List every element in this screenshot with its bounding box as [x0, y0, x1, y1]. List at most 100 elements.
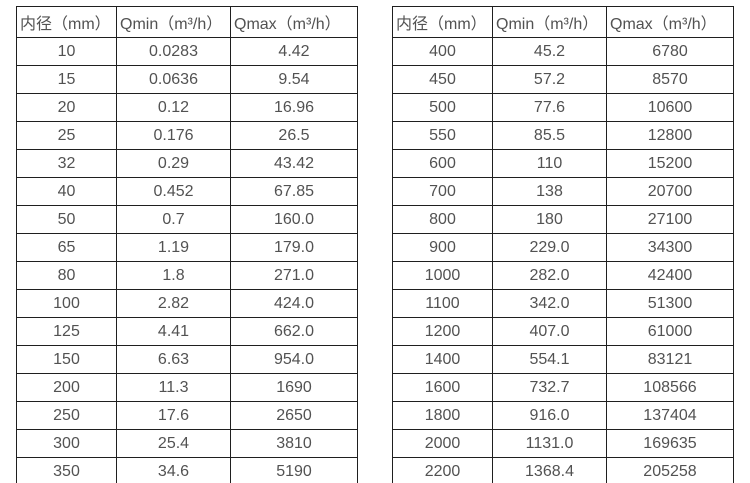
table-cell: 200 — [16, 373, 117, 402]
column-header: 内径（mm） — [16, 6, 117, 38]
table-row: 80 1.8 271.0 — [16, 261, 358, 290]
table-cell: 2.82 — [116, 289, 231, 318]
table-cell: 250 — [16, 401, 117, 430]
table-cell: 17.6 — [116, 401, 231, 430]
table-cell: 2650 — [230, 401, 358, 430]
table-cell: 108566 — [606, 373, 734, 402]
table-cell: 77.6 — [492, 93, 607, 122]
table-cell: 554.1 — [492, 345, 607, 374]
header-row: 内径（mm） Qmin（m³/h） Qmax（m³/h） — [16, 6, 358, 38]
table-row: 32 0.29 43.42 — [16, 149, 358, 178]
table-cell: 500 — [392, 93, 493, 122]
table-row: 100 2.82 424.0 — [16, 289, 358, 318]
table-cell: 1368.4 — [492, 457, 607, 483]
table-cell: 400 — [392, 37, 493, 66]
table-row: 65 1.19 179.0 — [16, 233, 358, 262]
table-cell: 25.4 — [116, 429, 231, 458]
table-row: 400 45.2 6780 — [392, 37, 734, 66]
table-row: 10 0.0283 4.42 — [16, 37, 358, 66]
table-cell: 271.0 — [230, 261, 358, 290]
table-cell: 700 — [392, 177, 493, 206]
table-cell: 15200 — [606, 149, 734, 178]
table-row: 1200 407.0 61000 — [392, 317, 734, 346]
table-cell: 407.0 — [492, 317, 607, 346]
table-row: 15 0.0636 9.54 — [16, 65, 358, 94]
table-cell: 57.2 — [492, 65, 607, 94]
table-cell: 80 — [16, 261, 117, 290]
table-cell: 51300 — [606, 289, 734, 318]
table-cell: 2200 — [392, 457, 493, 483]
table-cell: 1600 — [392, 373, 493, 402]
table-row: 500 77.6 10600 — [392, 93, 734, 122]
table-cell: 205258 — [606, 457, 734, 483]
table-cell: 1.19 — [116, 233, 231, 262]
table-cell: 45.2 — [492, 37, 607, 66]
table-cell: 42400 — [606, 261, 734, 290]
table-row: 200 11.3 1690 — [16, 373, 358, 402]
table-cell: 900 — [392, 233, 493, 262]
table-cell: 1400 — [392, 345, 493, 374]
table-cell: 10 — [16, 37, 117, 66]
table-row: 1600 732.7 108566 — [392, 373, 734, 402]
table-cell: 229.0 — [492, 233, 607, 262]
table-cell: 424.0 — [230, 289, 358, 318]
table-cell: 50 — [16, 205, 117, 234]
table-cell: 169635 — [606, 429, 734, 458]
column-header: Qmin（m³/h） — [116, 6, 231, 38]
table-row: 250 17.6 2650 — [16, 401, 358, 430]
table-row: 700 138 20700 — [392, 177, 734, 206]
column-header: Qmin（m³/h） — [492, 6, 607, 38]
table-cell: 100 — [16, 289, 117, 318]
header-row: 内径（mm） Qmin（m³/h） Qmax（m³/h） — [392, 6, 734, 38]
table-cell: 10600 — [606, 93, 734, 122]
table-cell: 4.41 — [116, 317, 231, 346]
table-cell: 282.0 — [492, 261, 607, 290]
column-header: Qmax（m³/h） — [230, 6, 358, 38]
table-row: 350 34.6 5190 — [16, 457, 358, 483]
table-cell: 179.0 — [230, 233, 358, 262]
table-cell: 67.85 — [230, 177, 358, 206]
table-cell: 450 — [392, 65, 493, 94]
table-cell: 160.0 — [230, 205, 358, 234]
table-row: 2000 1131.0 169635 — [392, 429, 734, 458]
table-cell: 550 — [392, 121, 493, 150]
table-row: 800 180 27100 — [392, 205, 734, 234]
table-cell: 85.5 — [492, 121, 607, 150]
table-row: 2200 1368.4 205258 — [392, 457, 734, 483]
table-cell: 0.0636 — [116, 65, 231, 94]
column-header: 内径（mm） — [392, 6, 493, 38]
table-cell: 350 — [16, 457, 117, 483]
table-cell: 916.0 — [492, 401, 607, 430]
table-cell: 0.12 — [116, 93, 231, 122]
table-cell: 2000 — [392, 429, 493, 458]
table-row: 20 0.12 16.96 — [16, 93, 358, 122]
table-cell: 15 — [16, 65, 117, 94]
table-row: 900 229.0 34300 — [392, 233, 734, 262]
table-cell: 11.3 — [116, 373, 231, 402]
table-row: 550 85.5 12800 — [392, 121, 734, 150]
table-cell: 34300 — [606, 233, 734, 262]
table-cell: 1.8 — [116, 261, 231, 290]
table-cell: 40 — [16, 177, 117, 206]
flow-spec-table-small-diameters: 内径（mm） Qmin（m³/h） Qmax（m³/h） 10 0.0283 4.42 1… — [16, 6, 358, 483]
table-cell: 1800 — [392, 401, 493, 430]
table-cell: 800 — [392, 205, 493, 234]
table-cell: 34.6 — [116, 457, 231, 483]
table-row: 1800 916.0 137404 — [392, 401, 734, 430]
table-row: 1400 554.1 83121 — [392, 345, 734, 374]
table-cell: 27100 — [606, 205, 734, 234]
column-header: Qmax（m³/h） — [606, 6, 734, 38]
table-cell: 1200 — [392, 317, 493, 346]
table-cell: 5190 — [230, 457, 358, 483]
table-cell: 662.0 — [230, 317, 358, 346]
table-row: 150 6.63 954.0 — [16, 345, 358, 374]
table-cell: 1690 — [230, 373, 358, 402]
table-cell: 0.0283 — [116, 37, 231, 66]
table-cell: 125 — [16, 317, 117, 346]
table-cell: 32 — [16, 149, 117, 178]
table-cell: 65 — [16, 233, 117, 262]
table-cell: 110 — [492, 149, 607, 178]
table-cell: 16.96 — [230, 93, 358, 122]
table-cell: 3810 — [230, 429, 358, 458]
table-cell: 26.5 — [230, 121, 358, 150]
